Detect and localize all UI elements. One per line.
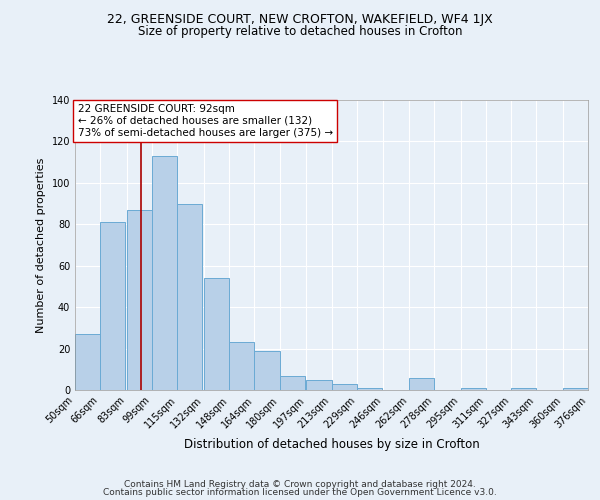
Text: Size of property relative to detached houses in Crofton: Size of property relative to detached ho… bbox=[138, 25, 462, 38]
Bar bbox=[254, 350, 280, 390]
Y-axis label: Number of detached properties: Number of detached properties bbox=[36, 158, 46, 332]
Bar bbox=[461, 388, 486, 390]
Bar bbox=[511, 388, 536, 390]
Bar bbox=[280, 376, 305, 390]
Bar bbox=[409, 378, 434, 390]
Bar bbox=[177, 204, 202, 390]
Bar bbox=[331, 384, 356, 390]
Bar bbox=[307, 380, 332, 390]
Text: 22, GREENSIDE COURT, NEW CROFTON, WAKEFIELD, WF4 1JX: 22, GREENSIDE COURT, NEW CROFTON, WAKEFI… bbox=[107, 12, 493, 26]
Text: 22 GREENSIDE COURT: 92sqm
← 26% of detached houses are smaller (132)
73% of semi: 22 GREENSIDE COURT: 92sqm ← 26% of detac… bbox=[77, 104, 332, 138]
Bar bbox=[75, 334, 100, 390]
Bar bbox=[563, 388, 588, 390]
Bar bbox=[100, 222, 125, 390]
Bar bbox=[127, 210, 152, 390]
X-axis label: Distribution of detached houses by size in Crofton: Distribution of detached houses by size … bbox=[184, 438, 479, 451]
Bar bbox=[204, 278, 229, 390]
Bar bbox=[356, 388, 382, 390]
Bar bbox=[152, 156, 177, 390]
Text: Contains HM Land Registry data © Crown copyright and database right 2024.: Contains HM Land Registry data © Crown c… bbox=[124, 480, 476, 489]
Text: Contains public sector information licensed under the Open Government Licence v3: Contains public sector information licen… bbox=[103, 488, 497, 497]
Bar bbox=[229, 342, 254, 390]
